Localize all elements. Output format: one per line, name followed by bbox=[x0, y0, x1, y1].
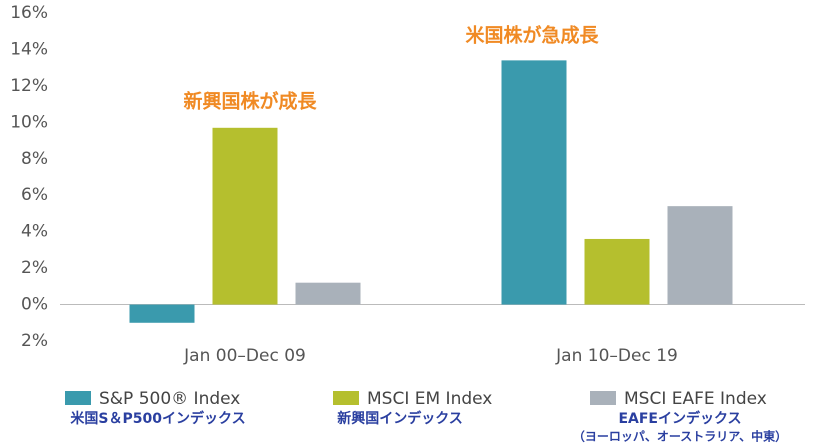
legend-note: （ヨーロッパ、オーストラリア、中東） bbox=[573, 429, 787, 444]
x-tick-label: Jan 10–Dec 19 bbox=[555, 346, 678, 366]
y-tick-label: 14% bbox=[10, 39, 48, 59]
legend-label: MSCI EAFE Index bbox=[624, 389, 767, 409]
y-tick-label: 4% bbox=[21, 222, 48, 242]
legend-note: 米国S＆P500インデックス bbox=[70, 410, 245, 427]
bar bbox=[212, 127, 278, 305]
y-tick-label: 2% bbox=[21, 331, 48, 351]
bar bbox=[667, 206, 733, 305]
legend-note: 新興国インデックス bbox=[337, 410, 463, 427]
legend-swatch bbox=[333, 391, 359, 405]
bar bbox=[129, 304, 195, 323]
legend-label: MSCI EM Index bbox=[367, 389, 492, 409]
legend-label: S&P 500® Index bbox=[99, 389, 240, 409]
x-tick-label: Jan 00–Dec 09 bbox=[183, 346, 306, 366]
y-tick-label: 16% bbox=[10, 3, 48, 23]
y-tick-label: 12% bbox=[10, 76, 48, 96]
annotation: 米国株が急成長 bbox=[465, 24, 599, 47]
annotation: 新興国株が成長 bbox=[183, 90, 317, 113]
legend-note: EAFEインデックス bbox=[618, 410, 741, 427]
y-tick-label: 0% bbox=[21, 295, 48, 315]
bar bbox=[584, 238, 650, 305]
y-tick-label: 2% bbox=[21, 258, 48, 278]
bar bbox=[295, 282, 361, 305]
y-tick-label: 6% bbox=[21, 185, 48, 205]
y-tick-label: 10% bbox=[10, 112, 48, 132]
legend-swatch bbox=[590, 391, 616, 405]
bar bbox=[501, 60, 567, 305]
legend-swatch bbox=[65, 391, 91, 405]
y-tick-label: 8% bbox=[21, 149, 48, 169]
